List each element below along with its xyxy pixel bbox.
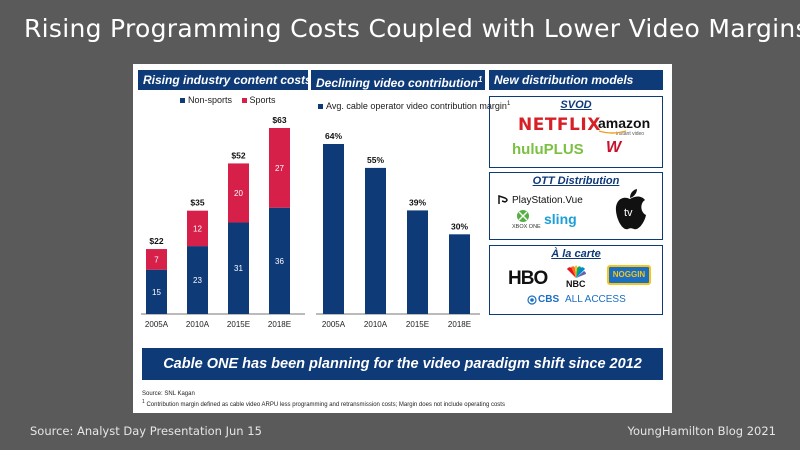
value-label-sports-2015E: 20 bbox=[234, 189, 243, 198]
legend-label-margin-sup: 1 bbox=[506, 101, 511, 107]
value-label-non-sports-2005A: 15 bbox=[152, 288, 161, 297]
margin-label-2010A: 55% bbox=[367, 155, 384, 165]
alacarte-title: À la carte bbox=[551, 248, 601, 260]
amazon-logo: amazon bbox=[598, 115, 651, 131]
bar-margin-2015E bbox=[407, 210, 428, 314]
nbc-peacock-icon bbox=[567, 265, 586, 278]
x-tick-label-2015E: 2015E bbox=[406, 320, 429, 329]
cbs-eye-icon bbox=[527, 295, 537, 305]
bar-non-sports-2005A bbox=[146, 269, 167, 314]
margin-label-2018E: 30% bbox=[451, 221, 468, 231]
x-tick-label-2005A: 2005A bbox=[145, 320, 169, 329]
source-attribution: Source: Analyst Day Presentation Jun 15 bbox=[30, 424, 262, 438]
bar-sports-2018E bbox=[269, 128, 290, 208]
source-note: Source: SNL Kagan bbox=[142, 391, 195, 397]
bar-non-sports-2010A bbox=[187, 246, 208, 314]
total-label-2010A: $35 bbox=[190, 198, 204, 208]
x-tick-label-2018E: 2018E bbox=[448, 320, 471, 329]
distribution-header-text: New distribution models bbox=[494, 73, 634, 87]
value-label-non-sports-2018E: 36 bbox=[275, 257, 284, 266]
bar-non-sports-2018E bbox=[269, 207, 290, 314]
x-tick-label-2018E: 2018E bbox=[268, 320, 291, 329]
hbo-logo: HBO bbox=[508, 268, 548, 289]
footnote-text: Contribution margin defined as cable vid… bbox=[144, 402, 505, 408]
legend-swatch-margin bbox=[318, 104, 323, 110]
svod-title: SVOD bbox=[560, 99, 592, 111]
legend-label-sports: Sports bbox=[249, 95, 276, 105]
video-contribution-chart: 64% 2005A 55% 2010A 39% 2015E 30% 2018E bbox=[316, 131, 480, 329]
bar-margin-2018E bbox=[449, 234, 470, 314]
content-panel: Rising industry content costs ($bn) Decl… bbox=[133, 64, 672, 413]
margin-legend: Avg. cable operator video contribution m… bbox=[318, 101, 510, 111]
x-tick-label-2010A: 2010A bbox=[186, 320, 210, 329]
legend-label-margin: Avg. cable operator video contribution m… bbox=[326, 101, 507, 111]
paradigm-shift-banner: Cable ONE has been planning for the vide… bbox=[142, 348, 663, 380]
noggin-logo: NOGGIN bbox=[607, 265, 651, 285]
value-label-sports-2005A: 7 bbox=[154, 255, 159, 264]
slide-title: Rising Programming Costs Coupled with Lo… bbox=[24, 14, 800, 43]
content-costs-header: Rising industry content costs ($bn) bbox=[138, 70, 308, 90]
xbox-one-logo: XBOX ONE bbox=[512, 224, 541, 230]
total-label-2005A: $22 bbox=[149, 236, 163, 246]
bar-non-sports-2015E bbox=[228, 222, 249, 314]
bar-sports-2005A bbox=[146, 249, 167, 270]
all-access-logo: ALL ACCESS bbox=[565, 294, 626, 305]
ott-box: OTT Distribution PlayStation.Vue XBOX ON… bbox=[489, 172, 663, 240]
video-contribution-header-sup: 1 bbox=[478, 75, 483, 84]
legend-label-non-sports: Non-sports bbox=[188, 95, 233, 105]
content-costs-header-text: Rising industry content costs ($bn) bbox=[143, 73, 308, 87]
ott-title: OTT Distribution bbox=[532, 175, 620, 187]
x-tick-label-2005A: 2005A bbox=[322, 320, 346, 329]
value-label-sports-2010A: 12 bbox=[193, 224, 202, 233]
margin-label-2015E: 39% bbox=[409, 197, 426, 207]
content-costs-chart: 15 7 $22 2005A 23 12 $35 2010A 31 20 $52 2015E 36 27 $… bbox=[141, 115, 305, 329]
hulu-plus-logo: huluPLUS bbox=[512, 141, 584, 158]
alacarte-box: À la carte HBO NBC NOGGIN CBS ALL ACCESS bbox=[489, 245, 663, 315]
blog-attribution: YoungHamilton Blog 2021 bbox=[627, 424, 776, 438]
costs-legend: Non-sports Sports bbox=[180, 95, 276, 105]
wwe-logo: W bbox=[606, 139, 622, 156]
bar-sports-2010A bbox=[187, 210, 208, 247]
svod-box: SVOD NETFLIX amazon instant video huluPL… bbox=[489, 96, 663, 168]
margin-label-2005A: 64% bbox=[325, 131, 342, 141]
value-label-non-sports-2010A: 23 bbox=[193, 276, 202, 285]
bar-margin-2010A bbox=[365, 167, 386, 314]
x-tick-label-2010A: 2010A bbox=[364, 320, 388, 329]
video-contribution-header-text: Declining video contribution bbox=[316, 76, 478, 90]
apple-tv-icon bbox=[615, 189, 646, 230]
value-label-non-sports-2015E: 31 bbox=[234, 264, 243, 273]
amazon-smile-icon bbox=[598, 130, 627, 134]
amazon-instant-video-logo: instant video bbox=[616, 131, 645, 137]
distribution-header: New distribution models bbox=[489, 70, 663, 90]
video-contribution-header: Declining video contribution1 bbox=[311, 70, 485, 90]
nbc-logo: NBC bbox=[566, 279, 586, 289]
value-label-sports-2018E: 27 bbox=[275, 164, 284, 173]
apple-tv-logo: tv bbox=[624, 207, 633, 219]
netflix-logo: NETFLIX bbox=[518, 115, 601, 135]
footnote: 1 Contribution margin defined as cable v… bbox=[142, 399, 505, 408]
bar-margin-2005A bbox=[323, 144, 344, 314]
playstation-icon bbox=[498, 195, 508, 204]
legend-swatch-non-sports bbox=[180, 98, 185, 104]
cbs-logo: CBS bbox=[538, 294, 560, 305]
x-tick-label-2015E: 2015E bbox=[227, 320, 250, 329]
total-label-2018E: $63 bbox=[272, 115, 286, 125]
footnote-marker: 1 bbox=[142, 399, 145, 405]
playstation-vue-logo: PlayStation.Vue bbox=[512, 195, 583, 206]
sling-logo: sling bbox=[544, 211, 577, 227]
legend-swatch-sports bbox=[241, 98, 247, 104]
bar-sports-2015E bbox=[228, 163, 249, 223]
xbox-icon bbox=[517, 210, 529, 222]
total-label-2015E: $52 bbox=[231, 150, 245, 160]
